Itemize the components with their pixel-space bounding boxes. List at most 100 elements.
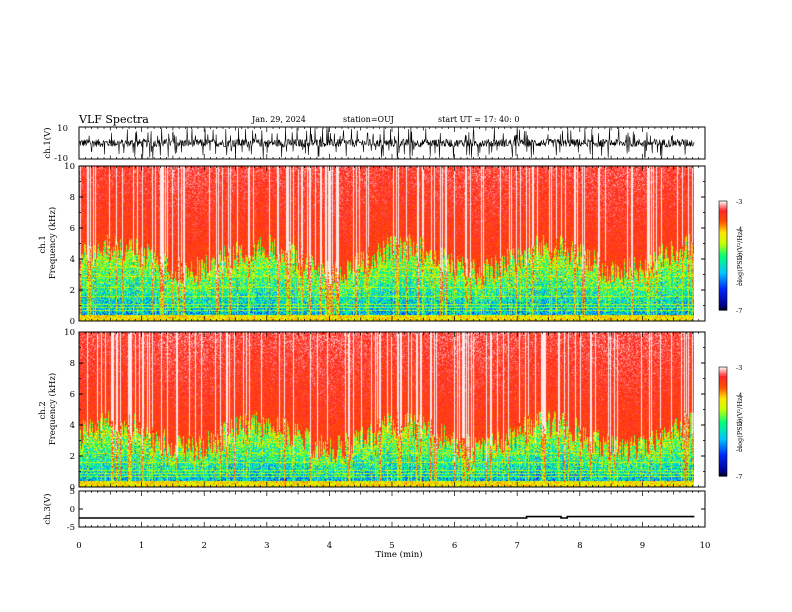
ch2-colorbar-segment [719,406,727,410]
ch2-colorbar-tick--5: -5 [736,419,742,427]
ch2-colorbar-segment [719,437,727,441]
ch2-ytick-label-6: 6 [70,390,75,400]
ch1-waveform-panel: 10 -10 ch.1(V) [42,124,706,164]
ch1-colorbar-tick--6: -6 [736,280,742,288]
ch2-colorbar-segment [719,430,727,433]
ch2-colorbar-segment [719,436,727,439]
x-tick-label-0: 0 [76,541,81,551]
ch1-colorbar-segment [719,202,727,206]
ch1-spectrogram-panel: 0 2 4 6 8 10 ch.1 Frequency (kHz) -3 -4 -5 -6 -7 l… [38,162,744,327]
ch1-spectrogram-ylabel: ch.1 Frequency (kHz) [38,207,58,279]
ch1-colorbar-segment [719,295,727,298]
ch2-colorbar: -3 -4 -5 -6 -7 log(PSD)(V²/Hz) [718,364,744,481]
ch2-colorbar-tick--7: -7 [736,473,742,481]
ch2-colorbar-segment [719,403,727,406]
ch2-colorbar-segment [719,445,727,448]
ch2-colorbar-segment [719,434,727,437]
ch1-colorbar-segment [719,288,727,291]
ch1-ytick-label-10: 10 [64,162,75,172]
ch2-ytick-label-8: 8 [70,359,75,369]
ch1-colorbar-segment [719,302,727,306]
ch2-colorbar-segment [719,457,727,461]
ch1-colorbar-segment [719,271,727,275]
ch2-colorbar-segment [719,452,727,455]
ch1-colorbar-segment [719,213,727,217]
ch2-colorbar-segment [719,372,727,375]
ch2-colorbar-segment [719,410,727,414]
ch2-spectrogram-ylabel: ch.2 Frequency (kHz) [38,373,58,445]
ch1-colorbar-tick--5: -5 [736,253,742,261]
ch2-colorbar-segment [719,465,727,468]
ch1-colorbar-segment [719,286,727,289]
ch1-colorbar: -3 -4 -5 -6 -7 log(PSD)(V²/Hz) [718,198,744,315]
ch1-waveform-trace [78,126,695,159]
ch1-colorbar-segment [719,250,727,253]
ch1-colorbar-segment [719,235,727,238]
ch2-colorbar-segment [719,416,727,419]
ch2-colorbar-segment [719,448,727,452]
ch1-ylabel-frequency: Frequency (kHz) [47,207,58,279]
ch2-colorbar-segment [719,425,727,428]
ch2-colorbar-segment [719,414,727,417]
ch1-colorbar-segment [719,248,727,251]
ch2-colorbar-segment [719,397,727,401]
ch1-colorbar-segment [719,260,727,264]
ch1-colorbar-segment [719,268,727,271]
ch1-colorbar-segment [719,244,727,248]
ch2-ylabel-channel: ch.2 [38,401,48,419]
ch2-colorbar-segment [719,441,727,444]
ch2-ytick-label-4: 4 [70,421,75,431]
ch2-colorbar-segment [719,419,727,423]
ch1-ytick-top: 10 [57,124,68,134]
ch1-ytick-label-8: 8 [70,193,75,203]
ch1-colorbar-segment [719,230,727,233]
ch1-colorbar-segment [719,279,727,282]
ch2-colorbar-segment [719,446,727,450]
ch3-ytick-label-0: 0 [70,505,75,515]
ch2-ytick-label-0: 0 [70,483,75,493]
ch1-colorbar-segment [719,251,727,255]
time-axis-ticks: 0 1 2 3 4 5 6 7 8 9 10 [76,127,710,551]
ch3-ytick-label--5: -5 [67,523,75,533]
ch1-colorbar-segment [719,204,727,208]
ch1-colorbar-segment [719,239,727,242]
ch3-ytick-label-5: 5 [70,487,75,497]
ch1-ytick-label-0: 0 [70,317,75,327]
ch1-colorbar-segment [719,206,727,209]
ch1-colorbar-segment [719,280,727,284]
ch2-colorbar-tick--6: -6 [736,446,742,454]
ch2-colorbar-tick--3: -3 [736,364,742,372]
ch2-colorbar-segment [719,367,727,370]
ch1-colorbar-segment [719,262,727,266]
ch2-colorbar-segment [719,377,727,381]
ch2-colorbar-segment [719,421,727,424]
ch1-colorbar-segment [719,306,727,309]
ch2-colorbar-segment [719,405,727,408]
ch1-colorbar-segment [719,277,727,280]
ch2-colorbar-segment [719,392,727,395]
ch2-colorbar-segment [719,385,727,388]
x-tick-label-5: 5 [389,541,394,551]
ch2-colorbar-segment [719,468,727,472]
ch1-colorbar-segment [719,211,727,215]
time-axis-label: Time (min) [375,549,422,560]
ch1-colorbar-segment [719,201,727,204]
ch2-colorbar-segment [719,376,727,379]
ch1-colorbar-tick--7: -7 [736,307,742,315]
ch1-colorbar-label: log(PSD)(V²/Hz) [736,229,744,282]
ch2-colorbar-segment [719,461,727,464]
ch2-colorbar-segment [719,417,727,421]
ch2-colorbar-segment [719,472,727,475]
ch1-ylabel-channel: ch.1 [38,235,48,253]
ch1-colorbar-segment [719,217,727,220]
ch1-colorbar-segment [719,270,727,273]
ch1-colorbar-segment [719,290,727,293]
ch1-colorbar-segment [719,210,727,213]
x-tick-label-2: 2 [201,541,206,551]
ch2-colorbar-tick--4: -4 [736,391,742,399]
ch1-colorbar-segment [719,275,727,278]
ch1-colorbar-segment [719,208,727,211]
x-tick-label-10: 10 [700,541,711,551]
x-tick-label-1: 1 [139,541,144,551]
ch2-ylabel-frequency: Frequency (kHz) [47,373,58,445]
